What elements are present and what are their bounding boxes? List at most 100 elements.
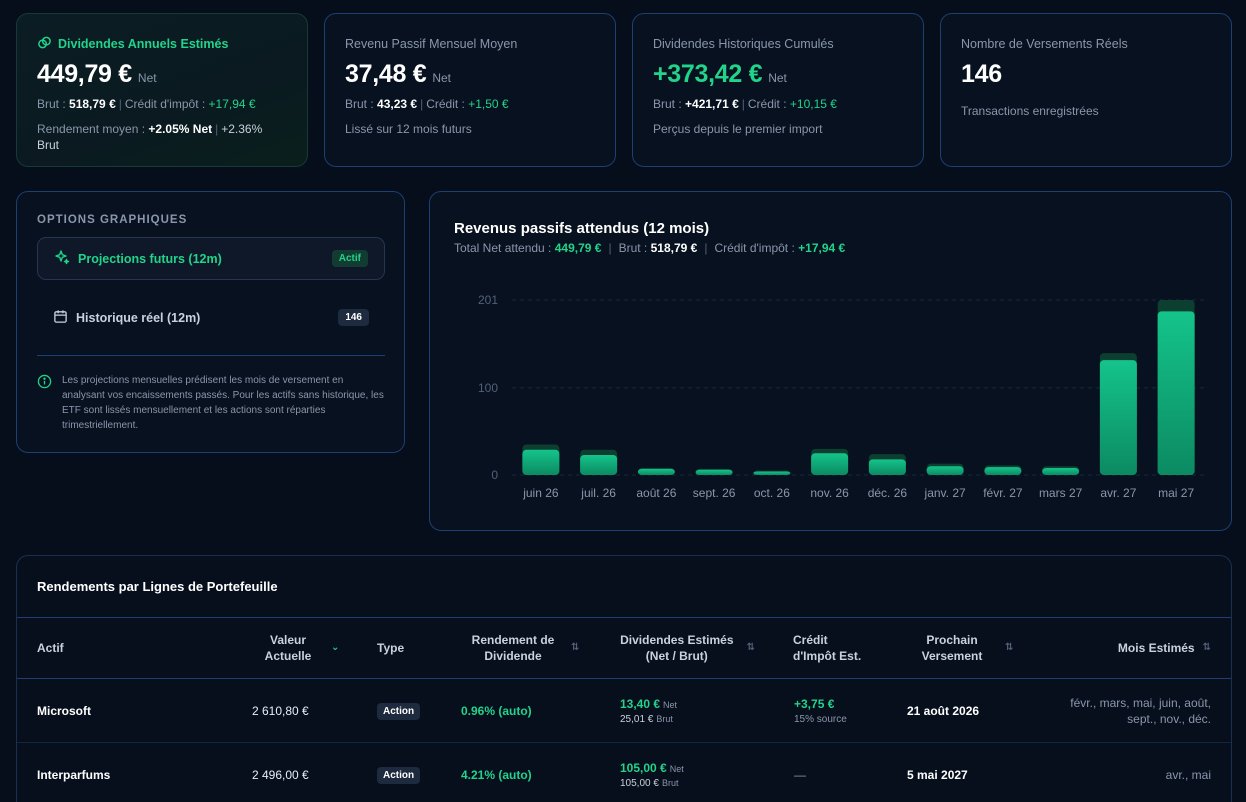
tax-credit: +3,75 € 15% source	[794, 697, 847, 725]
bar-net[interactable]	[637, 468, 675, 475]
kpi-value: +373,42 €	[653, 60, 763, 88]
y-tick-label: 201	[478, 293, 498, 307]
bar-net[interactable]	[868, 459, 906, 475]
x-tick-label: juin 26	[522, 486, 559, 500]
option-label: Projections futurs (12m)	[78, 251, 222, 266]
kpi-unit: Net	[432, 71, 451, 85]
kpi-value: 37,48 €	[345, 60, 427, 88]
y-tick-label: 0	[491, 468, 498, 482]
bar-net[interactable]	[926, 466, 964, 475]
sort-desc-icon: ⌄	[331, 642, 340, 653]
dividend-yield: 0.96% (auto)	[461, 704, 532, 718]
next-payment: 21 août 2026	[907, 704, 980, 718]
options-info: Les projections mensuelles prédisent les…	[37, 373, 385, 433]
table-row[interactable]: Interparfums 2 496,00 € Action 4.21% (au…	[17, 743, 1231, 802]
x-tick-label: févr. 27	[983, 486, 1023, 500]
bar-net[interactable]	[753, 471, 791, 475]
x-tick-label: déc. 26	[868, 486, 908, 500]
sort-icon: ⇅	[746, 642, 755, 653]
x-tick-label: nov. 26	[810, 486, 849, 500]
x-tick-label: sept. 26	[693, 486, 736, 500]
kpi-title: Dividendes Annuels Estimés	[37, 36, 287, 52]
info-text: Les projections mensuelles prédisent les…	[62, 375, 384, 431]
estimated-months: févr., mars, mai, juin, août, sept., nov…	[1070, 696, 1211, 726]
kpi-unit: Net	[768, 71, 787, 85]
bar-net[interactable]	[984, 467, 1022, 475]
kpi-note: Transactions enregistrées	[961, 104, 1099, 118]
sparkles-icon	[54, 249, 70, 268]
next-payment: 5 mai 2027	[907, 768, 968, 782]
divider	[37, 355, 385, 356]
x-tick-label: juil. 26	[580, 486, 616, 500]
sort-icon: ⇅	[1005, 642, 1014, 653]
chart-options-panel: OPTIONS GRAPHIQUES Projections futurs (1…	[16, 191, 405, 453]
col-prochain[interactable]: Prochain Versement ⇅	[921, 633, 1014, 663]
asset-name: Interparfums	[37, 768, 111, 782]
sort-icon: ⇅	[1202, 642, 1211, 653]
kpi-unit: Net	[137, 71, 157, 85]
kpi-card-monthly-income: Revenu Passif Mensuel Moyen 37,48 € Net …	[324, 13, 616, 167]
dividend-yield: 4.21% (auto)	[461, 768, 532, 782]
option-projections[interactable]: Projections futurs (12m) Actif	[37, 237, 385, 280]
kpi-title: Nombre de Versements Réels	[961, 37, 1128, 51]
x-tick-label: mai 27	[1158, 486, 1194, 500]
kpi-note: Lissé sur 12 mois futurs	[345, 122, 472, 136]
bar-net[interactable]	[1042, 468, 1080, 475]
options-title: OPTIONS GRAPHIQUES	[37, 214, 188, 226]
bar-net[interactable]	[522, 449, 560, 475]
kpi-note: Perçus depuis le premier import	[653, 122, 823, 136]
kpi-value: 449,79 €	[37, 60, 132, 88]
chart-summary: Total Net attendu : 449,79 € | Brut : 518,…	[454, 241, 846, 255]
bar-net[interactable]	[1157, 311, 1195, 475]
bar-chart: 0 100 201 juin 26 juil. 26 août 26 sept. 26 oct…	[478, 293, 1205, 500]
col-actif[interactable]: Actif	[37, 641, 64, 655]
kpi-value: 146	[961, 60, 1002, 88]
x-tick-label: avr. 27	[1100, 486, 1136, 500]
sort-icon: ⇅	[571, 642, 580, 653]
kpi-card-payment-count: Nombre de Versements Réels 146 Transacti…	[940, 13, 1232, 167]
info-icon	[37, 374, 52, 433]
calendar-icon	[53, 309, 68, 327]
coins-icon	[37, 35, 52, 53]
x-tick-label: oct. 26	[754, 486, 790, 500]
kpi-card-annual-dividends: Dividendes Annuels Estimés 449,79 € Net …	[16, 13, 308, 167]
asset-value: 2 610,80 €	[252, 704, 309, 718]
count-badge: 146	[338, 309, 369, 326]
option-label: Historique réel (12m)	[76, 310, 201, 325]
type-badge: Action	[377, 766, 421, 784]
income-chart-panel: Revenus passifs attendus (12 mois) Total…	[429, 191, 1232, 531]
asset-value: 2 496,00 €	[252, 768, 309, 782]
kpi-yield: Rendement moyen : +2.05% Net | +2.36% Brut	[37, 122, 263, 152]
x-tick-label: mars 27	[1039, 486, 1083, 500]
bar-net[interactable]	[580, 454, 618, 475]
bar-net[interactable]	[695, 469, 733, 475]
bar-net[interactable]	[1099, 360, 1137, 475]
kpi-title: Revenu Passif Mensuel Moyen	[345, 37, 518, 51]
col-mois[interactable]: Mois Estimés ⇅	[1117, 641, 1211, 655]
estimated-months: avr., mai	[1165, 768, 1211, 782]
col-dividendes[interactable]: Dividendes Estimés (Net / Brut) ⇅	[620, 633, 755, 663]
kpi-breakdown: Brut : 518,79 € | Crédit d'impôt : +17,94 …	[37, 97, 256, 111]
col-type[interactable]: Type	[377, 641, 405, 655]
col-credit[interactable]: Crédit d'Impôt Est.	[793, 633, 862, 663]
estimated-dividends: 13,40 € Net 25,01 € Brut	[620, 697, 678, 725]
kpi-breakdown: Brut : 43,23 € | Crédit : +1,50 €	[345, 97, 509, 111]
bar-net[interactable]	[811, 453, 849, 475]
kpi-breakdown: Brut : +421,71 € | Crédit : +10,15 €	[653, 97, 837, 111]
table-header: Actif Valeur Actuelle ⌄ Type Rendement de…	[17, 617, 1231, 679]
chart-title: Revenus passifs attendus (12 mois)	[454, 220, 710, 237]
y-tick-label: 100	[478, 381, 498, 395]
table-title: Rendements par Lignes de Portefeuille	[37, 579, 278, 594]
kpi-card-historical-dividends: Dividendes Historiques Cumulés +373,42 €…	[632, 13, 924, 167]
col-valeur[interactable]: Valeur Actuelle ⌄	[264, 633, 340, 663]
col-rendement[interactable]: Rendement de Dividende ⇅	[471, 633, 580, 663]
x-tick-label: août 26	[636, 486, 676, 500]
table-row[interactable]: Microsoft 2 610,80 € Action 0.96% (auto)…	[17, 679, 1231, 743]
tax-credit: —	[794, 768, 806, 782]
estimated-dividends: 105,00 € Net 105,00 € Brut	[620, 761, 684, 789]
type-badge: Action	[377, 702, 421, 720]
active-badge: Actif	[331, 250, 368, 267]
kpi-title: Dividendes Historiques Cumulés	[653, 37, 834, 51]
x-tick-label: janv. 27	[924, 486, 966, 500]
option-history[interactable]: Historique réel (12m) 146	[37, 296, 385, 339]
